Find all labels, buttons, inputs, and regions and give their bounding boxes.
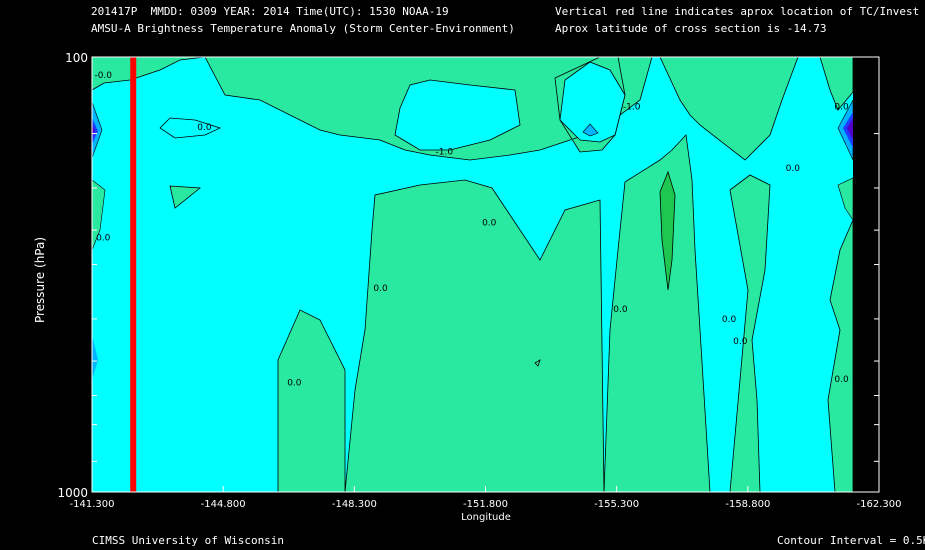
anomaly-field	[92, 57, 853, 492]
x-tick-label: -162.300	[857, 499, 902, 510]
field-negative-pocket	[582, 123, 599, 137]
y-tick-label: 100	[65, 51, 88, 65]
field-left-edge-positive	[92, 179, 106, 251]
field-positive-right-core	[659, 170, 676, 291]
field-left-edge-negative4	[92, 335, 98, 380]
contour-label: 0.0	[733, 337, 748, 347]
contour-label: -1.0	[435, 148, 453, 158]
contour-label: 0.0	[373, 284, 388, 294]
contour-label: 0.0	[722, 315, 737, 325]
field-positive-right4	[837, 177, 853, 221]
field-small-loop	[534, 359, 541, 367]
x-axis: -141.300 -144.800 -148.300 -151.800 -155.300…	[70, 486, 902, 510]
footer-credit: CIMSS University of Wisconsin	[92, 534, 285, 547]
field-positive-centre-left	[277, 309, 346, 492]
x-tick-label: -158.800	[725, 499, 770, 510]
x-tick-label: -155.300	[594, 499, 639, 510]
y-tick-label: 1000	[57, 486, 88, 500]
header-line1-left: 201417P MMDD: 0309 YEAR: 2014 Time(UTC):…	[91, 5, 449, 18]
chart-title: AMSU-A Brightness Temperature Anomaly (S…	[91, 22, 515, 35]
contour-label: 0.0	[786, 164, 801, 174]
contour-interval-note: Contour Interval = 0.5K	[777, 534, 925, 547]
contour-label: 0.0	[287, 378, 302, 388]
x-axis-label: Longitude	[461, 512, 511, 523]
contour-label: -1.0	[623, 103, 641, 113]
field-right-edge-negative3	[847, 118, 853, 140]
y-axis-label: Pressure (hPa)	[33, 237, 47, 323]
field-zero-pocket-2	[559, 61, 626, 143]
contour-label: 0.0	[96, 234, 111, 244]
x-tick-label: -148.300	[332, 499, 377, 510]
y-axis: 100 1000	[57, 51, 879, 500]
field-positive-centre	[344, 179, 605, 492]
field-zero-pocket-1	[394, 79, 521, 151]
x-tick-label: -141.300	[70, 499, 115, 510]
tc-location-line	[130, 57, 137, 492]
contour-labels: -0.0 0.0 -1.0 -1.0 0.0 0.0 0.0 0.0 0.0 0.0 0.0 0.0 0…	[94, 71, 848, 388]
field-positive-right2	[729, 174, 771, 492]
field-left-edge-negative3	[92, 124, 95, 138]
field-zero-pocket-3	[159, 117, 222, 139]
field-positive-right3	[827, 219, 853, 492]
field-positive-upper-left-island	[169, 185, 202, 209]
header-line2-right: Aprox latitude of cross section is -14.7…	[555, 22, 827, 35]
contour-label: 0.0	[482, 218, 497, 228]
field-positive-right	[603, 134, 711, 492]
header-line1-right: Vertical red line indicates aprox locati…	[555, 5, 920, 18]
x-tick-label: -151.800	[463, 499, 508, 510]
contour-label: 0.0	[834, 103, 849, 113]
plot-right-margin	[853, 57, 879, 492]
contour-label: 0.0	[197, 123, 212, 133]
contour-label: 0.0	[834, 375, 849, 385]
contour-label: -0.0	[94, 71, 112, 81]
x-tick-label: -144.800	[201, 499, 246, 510]
contour-label: 0.0	[613, 305, 628, 315]
